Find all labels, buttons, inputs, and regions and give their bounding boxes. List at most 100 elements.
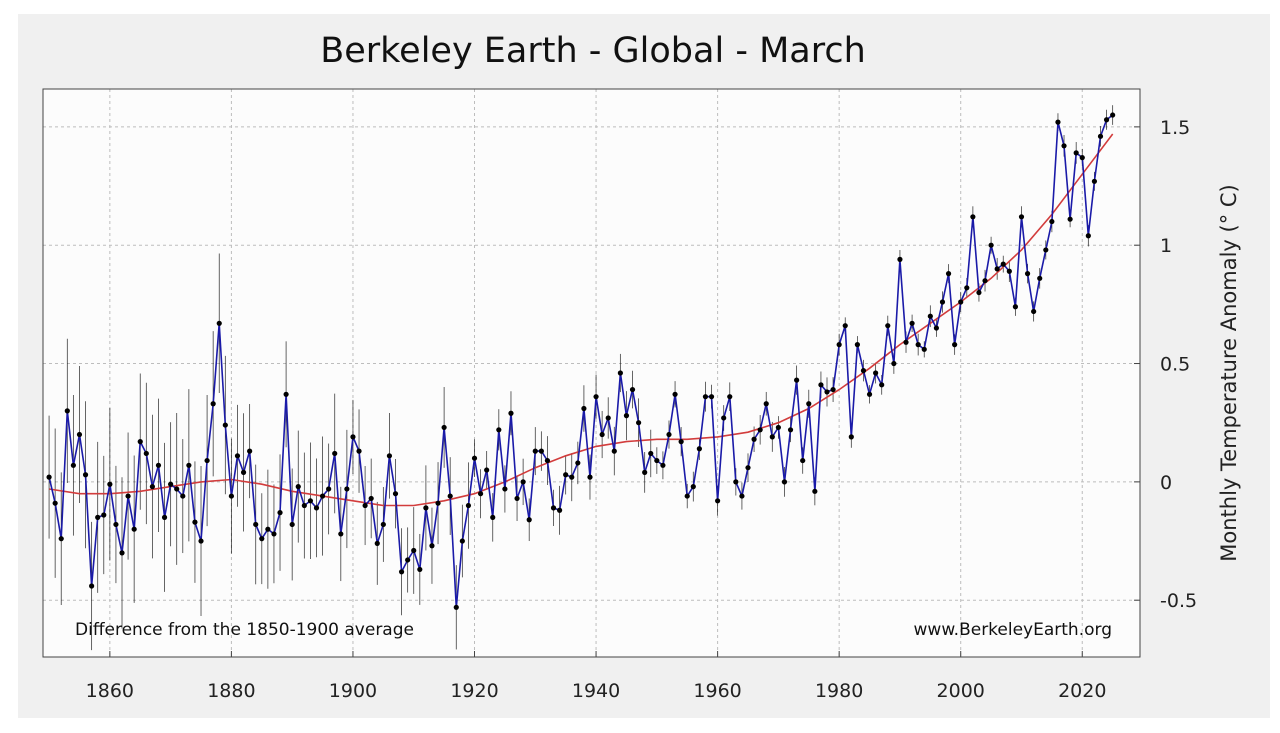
data-point (672, 391, 678, 397)
data-point (666, 431, 672, 438)
data-point (994, 266, 1000, 272)
data-point (848, 434, 854, 440)
data-point (435, 500, 441, 506)
data-point (240, 469, 247, 475)
data-point (733, 479, 739, 485)
data-point (441, 424, 447, 431)
y-tick-label: 1 (1160, 235, 1172, 257)
data-point (739, 493, 745, 499)
data-point (854, 342, 860, 348)
data-point (107, 481, 113, 487)
data-point (471, 455, 478, 461)
data-point (161, 514, 168, 520)
plot-area (43, 89, 1140, 657)
data-point (964, 285, 970, 291)
data-point (1073, 150, 1079, 156)
data-point (775, 424, 781, 431)
data-point (265, 526, 271, 532)
data-point (866, 391, 873, 397)
data-point (307, 498, 314, 504)
data-point (283, 391, 289, 397)
data-point (1055, 119, 1061, 125)
data-point (58, 536, 64, 542)
data-point (1037, 275, 1043, 281)
data-point (465, 502, 472, 509)
data-point (95, 514, 101, 520)
data-point (1006, 268, 1012, 274)
data-point (1018, 214, 1025, 220)
data-point (411, 547, 417, 554)
x-tick-label: 1960 (693, 680, 741, 702)
data-point (879, 382, 885, 388)
data-point (970, 214, 976, 220)
data-point (228, 493, 235, 499)
x-tick-label: 2020 (1058, 680, 1106, 702)
data-point (326, 486, 332, 492)
data-point (1024, 271, 1031, 277)
data-point (295, 484, 301, 490)
x-axis: 1860 1880 1900 1920 1940 1960 1980 2000 2020 (86, 651, 1106, 702)
data-point (939, 299, 946, 305)
data-point (1091, 178, 1098, 184)
y-tick-label: 0.5 (1160, 354, 1190, 376)
data-point (502, 486, 508, 492)
y-axis-label: Monthly Temperature Anomaly (° C) (1217, 184, 1241, 561)
data-point (982, 278, 988, 284)
data-point (593, 394, 599, 400)
data-point (477, 491, 484, 497)
chart-title: Berkeley Earth - Global - March (320, 31, 866, 71)
data-point (198, 538, 204, 544)
data-point (386, 453, 393, 459)
data-point (1012, 304, 1019, 310)
data-point (52, 500, 58, 506)
y-tick-label: 1.5 (1160, 117, 1190, 139)
data-point (806, 401, 812, 407)
data-point (794, 377, 800, 383)
data-point (721, 415, 727, 421)
data-point (812, 488, 818, 494)
data-point (350, 434, 356, 440)
x-tick-label: 1980 (815, 680, 863, 702)
data-point (496, 427, 502, 433)
annotation-left: Difference from the 1850-1900 average (75, 620, 414, 640)
data-point (1079, 155, 1085, 161)
data-point (684, 493, 690, 499)
data-point (1097, 133, 1104, 139)
data-point (945, 271, 952, 277)
data-point (569, 474, 575, 480)
data-point (818, 382, 824, 388)
data-point (119, 550, 125, 556)
data-point (514, 495, 520, 502)
y-axis: -0.5 0 0.5 1 1.5 (1134, 117, 1197, 612)
data-point (690, 484, 696, 490)
x-tick-label: 1920 (450, 680, 498, 702)
data-point (398, 569, 405, 575)
data-point (76, 431, 83, 438)
data-point (696, 446, 702, 452)
data-point (727, 394, 733, 400)
data-point (1103, 117, 1110, 123)
data-point (860, 368, 867, 374)
data-point (1110, 112, 1116, 118)
data-point (216, 320, 222, 326)
data-point (787, 427, 794, 433)
data-point (362, 502, 368, 509)
data-point (277, 510, 283, 516)
x-tick-label: 1860 (86, 680, 134, 702)
data-point (186, 462, 192, 468)
data-point (915, 342, 921, 348)
data-point (380, 521, 386, 528)
data-point (581, 405, 587, 412)
y-tick-label: -0.5 (1160, 590, 1197, 612)
data-point (113, 521, 119, 528)
data-point (587, 474, 593, 480)
data-point (830, 386, 836, 393)
data-point (842, 323, 848, 329)
data-point (149, 484, 155, 490)
data-point (338, 531, 344, 537)
trend-line (48, 133, 1114, 507)
data-point (897, 256, 903, 262)
data-point (781, 479, 788, 485)
data-point (405, 557, 411, 563)
